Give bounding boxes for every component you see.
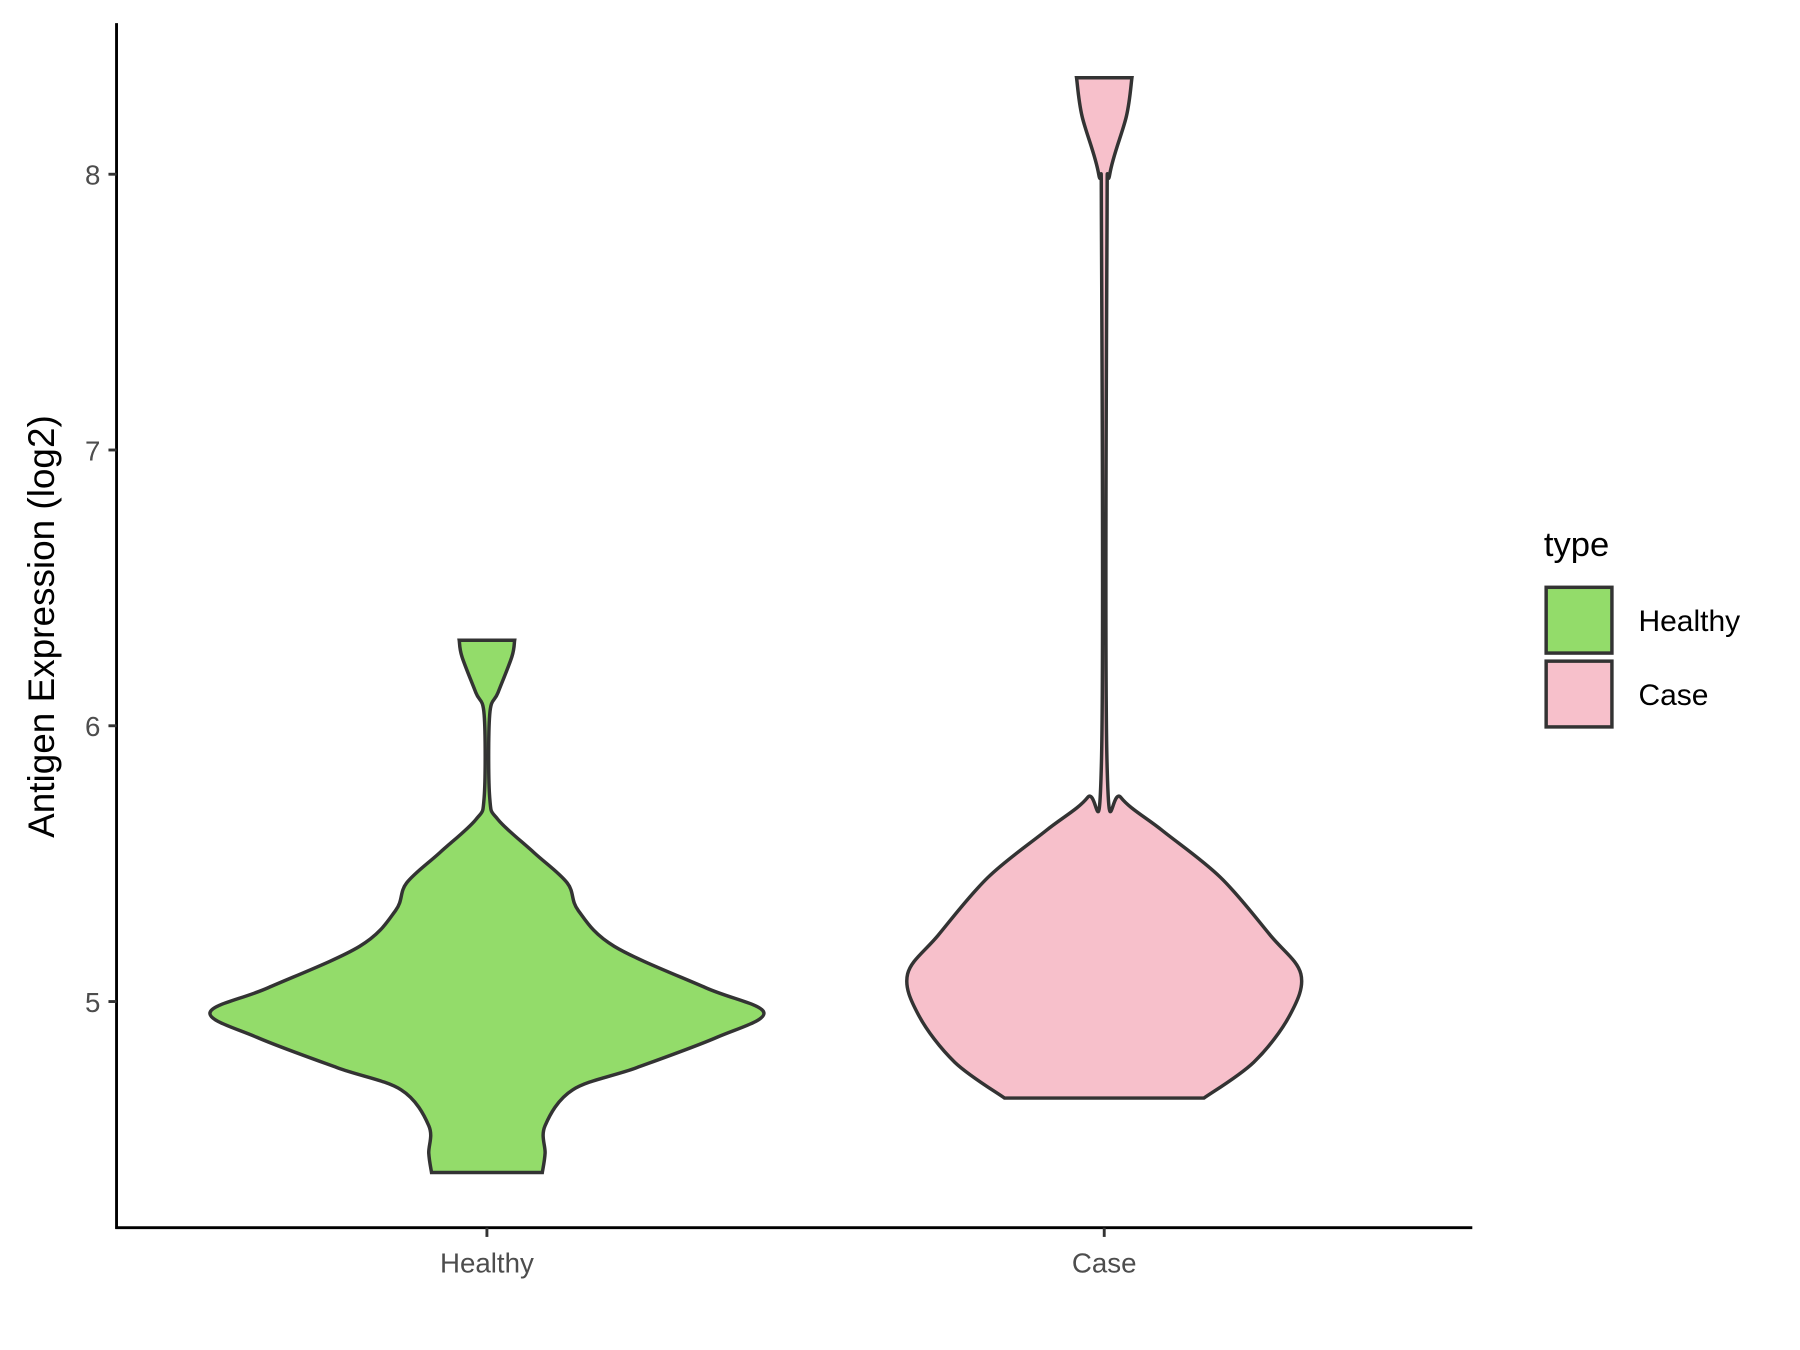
legend: Healthy Case — [1544, 585, 1740, 729]
x-tick-label: Healthy — [440, 1248, 534, 1279]
legend-key-healthy — [1544, 585, 1614, 655]
y-tick-label: 5 — [85, 987, 100, 1018]
legend-key-case — [1544, 659, 1614, 729]
legend-title: type — [1544, 526, 1609, 564]
violins — [208, 75, 1304, 1175]
violin-healthy — [208, 638, 766, 1175]
y-ticks: 5 6 7 8 — [85, 160, 117, 1018]
violin-case — [905, 75, 1304, 1100]
y-tick-label: 7 — [85, 435, 100, 466]
y-tick-label: 6 — [85, 711, 100, 742]
y-tick-label: 8 — [85, 160, 100, 191]
x-tick-label: Case — [1072, 1248, 1137, 1279]
y-axis-label: Antigen Expression (log2) — [21, 415, 62, 838]
legend-label: Case — [1638, 679, 1708, 712]
legend-label: Healthy — [1638, 605, 1740, 638]
x-ticks: Healthy Case — [440, 1227, 1137, 1279]
